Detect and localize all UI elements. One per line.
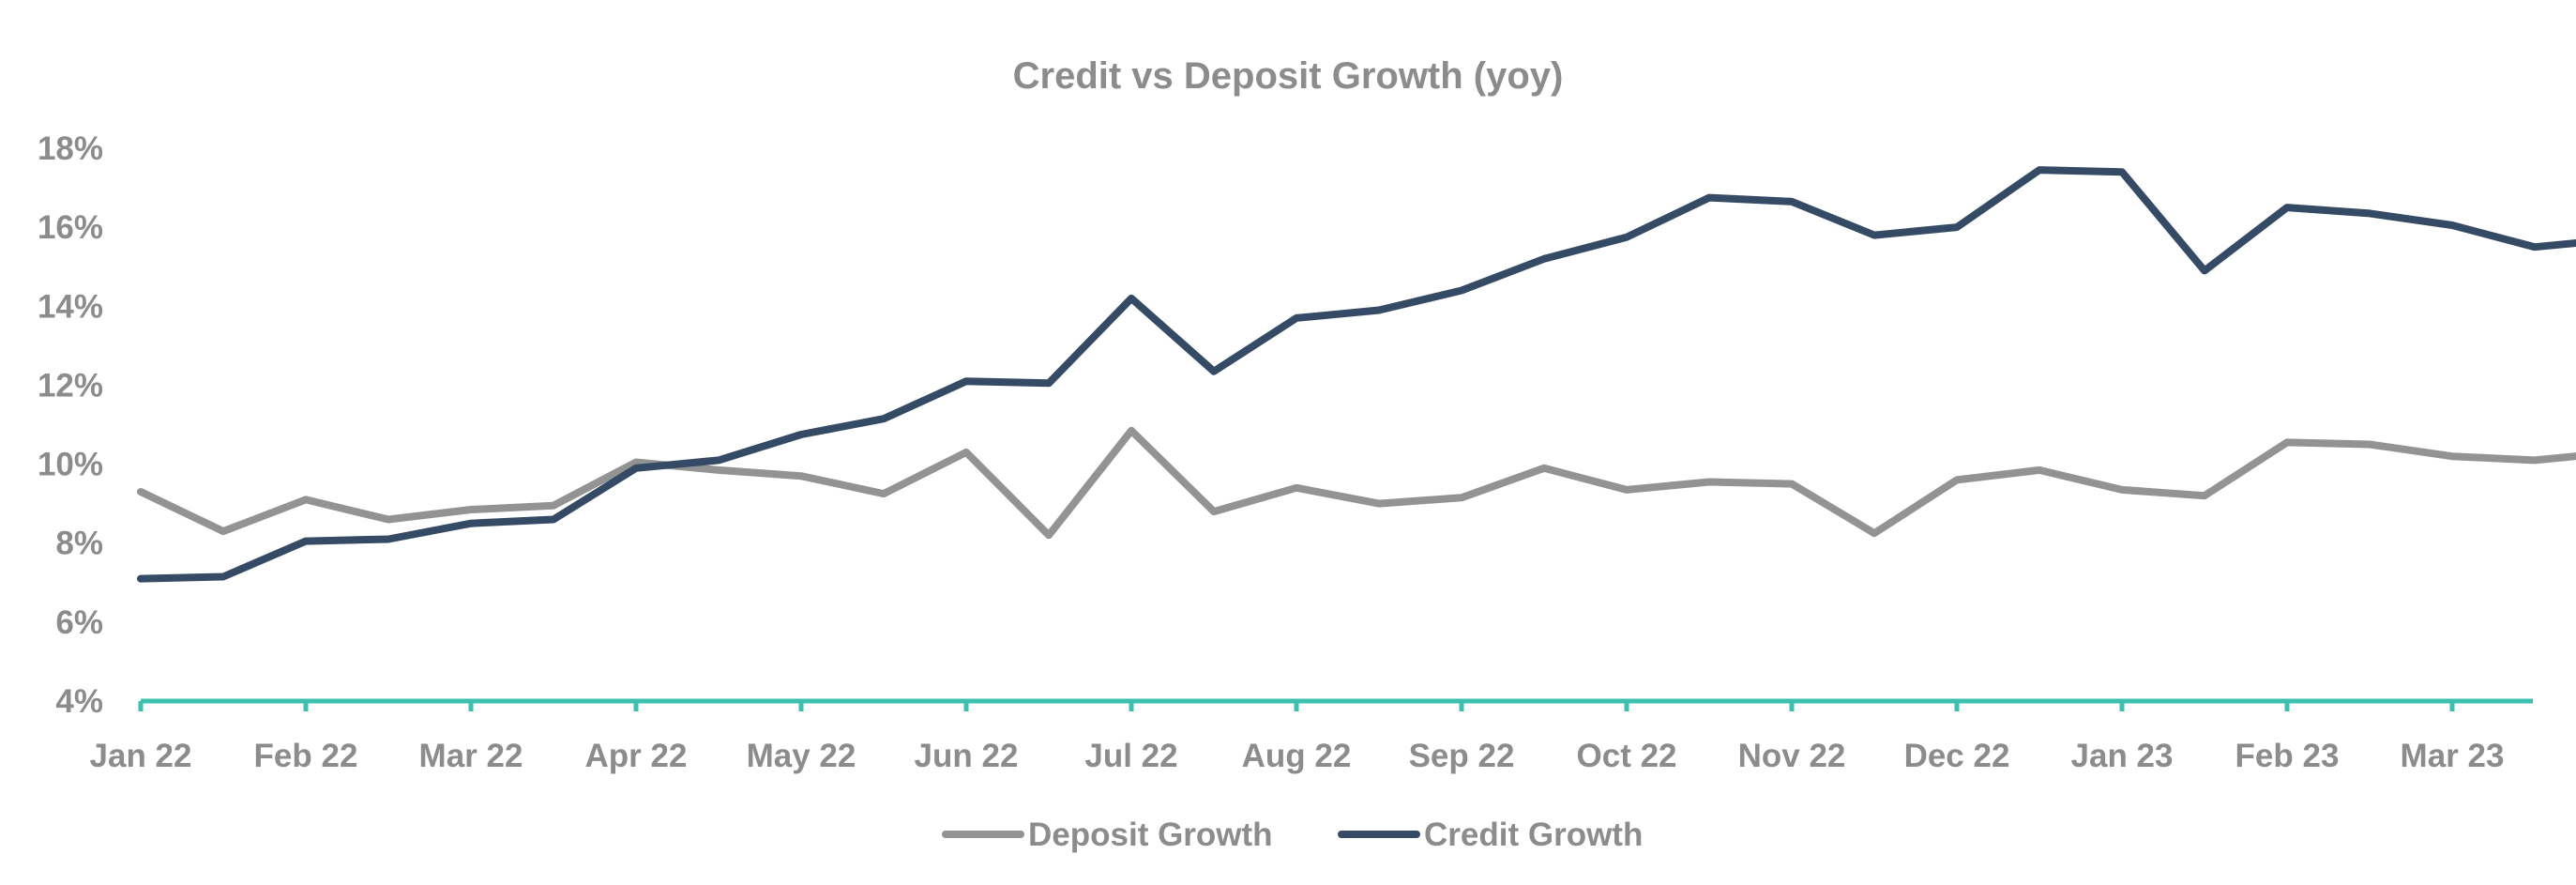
x-tick-label: Sep 22: [1409, 738, 1515, 774]
y-tick-label: 14%: [38, 288, 103, 325]
legend-label-deposit: Deposit Growth: [1028, 816, 1273, 853]
x-tick-label: Aug 22: [1242, 738, 1352, 774]
legend-label-credit: Credit Growth: [1424, 816, 1643, 853]
y-tick-label: 16%: [38, 209, 103, 246]
y-axis-ticks: 4% 6% 8% 10% 12% 14% 16% 18%: [38, 130, 103, 720]
x-tick-label: Mar 22: [419, 738, 523, 774]
x-tick-label: Apr 22: [585, 738, 688, 774]
y-tick-label: 10%: [38, 447, 103, 483]
y-tick-label: 6%: [55, 604, 103, 641]
series-layer: [137, 166, 2576, 583]
legend: Deposit Growth Credit Growth: [942, 816, 1643, 853]
x-tick-label: Nov 22: [1738, 738, 1846, 774]
x-tick-label: Feb 23: [2235, 738, 2340, 774]
chart-title: Credit vs Deposit Growth (yoy): [1013, 55, 1564, 97]
x-tick-label: Jun 22: [915, 738, 1019, 774]
y-tick-label: 12%: [38, 367, 103, 404]
deposit-growth-line: [137, 426, 2576, 540]
x-tick-label: May 22: [747, 738, 856, 774]
x-tick-label: Oct 22: [1577, 738, 1677, 774]
credit-growth-line: [137, 166, 2576, 583]
x-tick-label: Jan 23: [2071, 738, 2174, 774]
x-tick-label: Jan 22: [90, 738, 192, 774]
y-tick-label: 18%: [38, 130, 103, 167]
x-tick-label: Jul 22: [1084, 738, 1177, 774]
y-tick-label: 8%: [55, 526, 103, 562]
y-tick-label: 4%: [55, 683, 103, 720]
x-axis: Jan 22 Feb 22 Mar 22 Apr 22 May 22 Jun 22 Jul …: [90, 698, 2533, 774]
x-tick-label: Feb 22: [254, 738, 358, 774]
x-tick-label: Mar 23: [2401, 738, 2505, 774]
x-tick-label: Dec 22: [1904, 738, 2010, 774]
